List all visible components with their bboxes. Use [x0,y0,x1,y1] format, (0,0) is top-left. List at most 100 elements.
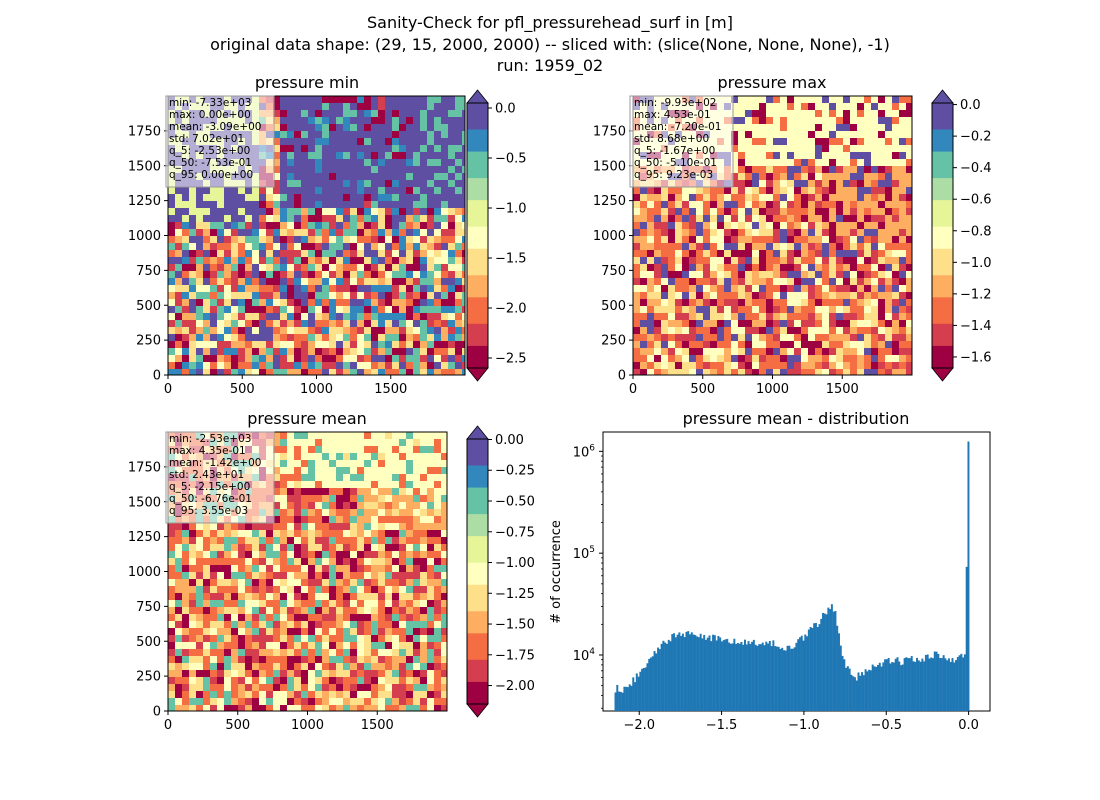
heatmap-cell [196,607,203,614]
heatmap-cell [801,201,808,208]
heatmap-cell [857,96,864,103]
heatmap-cell [357,257,364,264]
heatmap-cell [696,257,703,264]
heatmap-cell [441,159,448,166]
heatmap-cell [259,285,266,292]
heatmap-cell [892,264,899,271]
heatmap-cell [759,327,766,334]
heatmap-cell [294,208,301,215]
heatmap-cell [843,152,850,159]
heatmap-cell [420,516,427,523]
heatmap-cell [322,292,329,299]
heatmap-cell [385,516,392,523]
heatmap-cell [399,320,406,327]
heatmap-cell [392,173,399,180]
heatmap-cell [682,229,689,236]
colorbar-segment [932,195,953,201]
heatmap-cell [399,565,406,572]
heatmap-cell [385,453,392,460]
heatmap-cell [308,502,315,509]
colorbar-segment [467,164,488,170]
heatmap-cell [175,222,182,229]
heatmap-cell [196,264,203,271]
heatmap-cell [399,117,406,124]
heatmap-cell [203,600,210,607]
heatmap-cell [364,439,371,446]
colorbar-extend-top [466,89,489,104]
heatmap-cell [745,334,752,341]
heatmap-cell [864,264,871,271]
heatmap-cell [224,271,231,278]
heatmap-cell [738,187,745,194]
colorbar-segment [467,217,488,223]
heatmap-cell [196,544,203,551]
heatmap-cell [203,607,210,614]
heatmap-cell [406,313,413,320]
heatmap-cell [245,278,252,285]
heatmap-cell [350,649,357,656]
heatmap-cell [724,264,731,271]
heatmap-cell [378,152,385,159]
heatmap-cell [682,243,689,250]
heatmap-cell [168,320,175,327]
heatmap-cell [371,593,378,600]
heatmap-cell [280,299,287,306]
heatmap-cell [455,222,462,229]
heatmap-cell [759,152,766,159]
heatmap-cell [245,187,252,194]
heatmap-cell [315,488,322,495]
heatmap-cell [773,222,780,229]
heatmap-cell [343,572,350,579]
heatmap-cell [287,264,294,271]
heatmap-cell [252,593,259,600]
heatmap-cell [406,208,413,215]
heatmap-cell [203,348,210,355]
colorbar-segment [467,129,488,135]
heatmap-cell [315,656,322,663]
colorbar-segment [467,120,488,126]
heatmap-cell [210,558,217,565]
heatmap-cell [301,572,308,579]
heatmap-cell [238,271,245,278]
heatmap-cell [745,299,752,306]
heatmap-cell [224,537,231,544]
heatmap-cell [350,257,357,264]
heatmap-cell [427,663,434,670]
heatmap-cell [780,152,787,159]
heatmap-cell [808,138,815,145]
heatmap-cell [829,222,836,229]
heatmap-cell [654,278,661,285]
heatmap-cell [689,264,696,271]
heatmap-cell [385,614,392,621]
heatmap-cell [385,544,392,551]
heatmap-cell [794,278,801,285]
heatmap-cell [857,138,864,145]
heatmap-cell [301,264,308,271]
heatmap-cell [315,306,322,313]
heatmap-cell [717,348,724,355]
heatmap-cell [815,348,822,355]
heatmap-cell [182,628,189,635]
heatmap-cell [182,649,189,656]
heatmap-cell [899,299,906,306]
heatmap-cell [850,187,857,194]
heatmap-cell [182,586,189,593]
heatmap-cell [238,229,245,236]
heatmap-cell [315,362,322,369]
heatmap-cell [182,593,189,600]
heatmap-cell [434,250,441,257]
heatmap-cell [266,194,273,201]
heatmap-cell [703,222,710,229]
heatmap-cell [210,551,217,558]
heatmap-cell [364,348,371,355]
heatmap-cell [371,642,378,649]
heatmap-cell [189,201,196,208]
heatmap-cell [224,285,231,292]
heatmap-cell [315,278,322,285]
heatmap-cell [745,159,752,166]
heatmap-cell [780,124,787,131]
heatmap-cell [906,180,912,187]
heatmap-cell [168,614,175,621]
heatmap-cell [322,593,329,600]
heatmap-cell [343,96,350,103]
